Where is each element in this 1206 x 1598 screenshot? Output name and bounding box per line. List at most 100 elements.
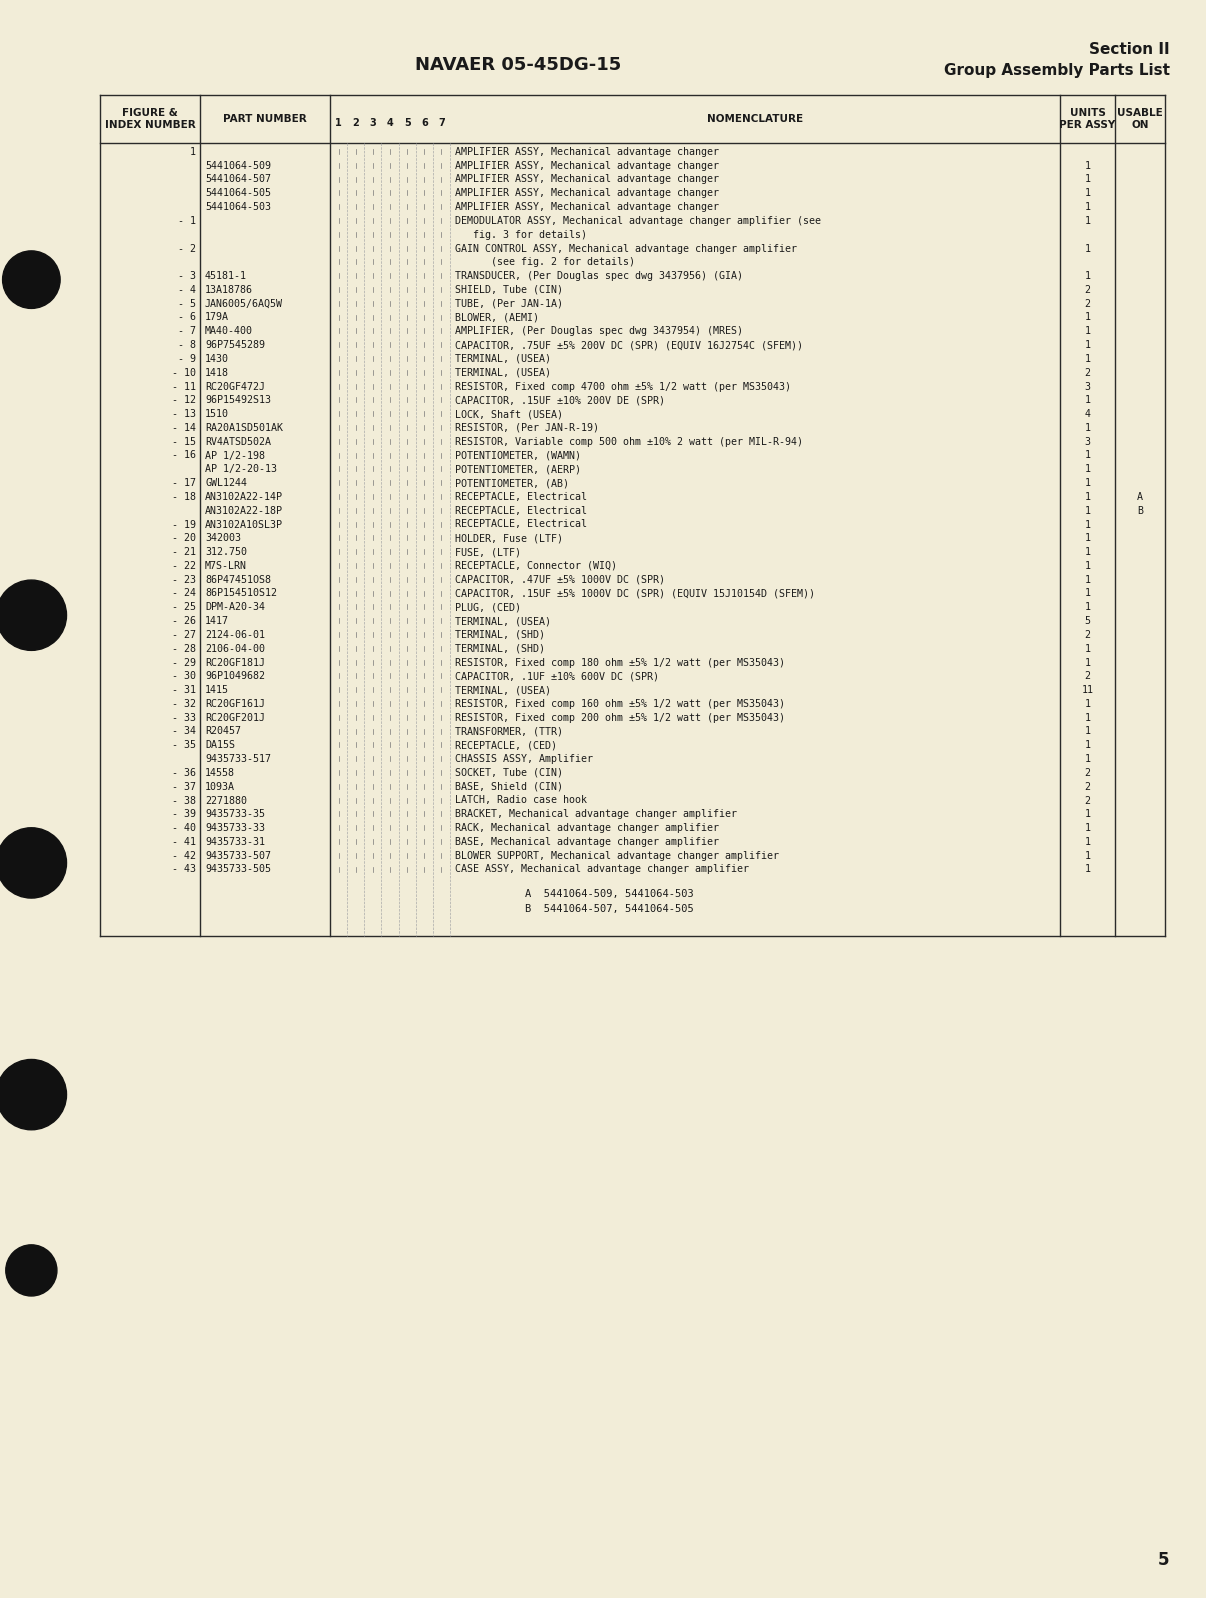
Text: 6: 6 <box>421 118 428 128</box>
Text: RV4ATSD502A: RV4ATSD502A <box>205 436 271 447</box>
Text: - 12: - 12 <box>172 395 197 406</box>
Text: - 20: - 20 <box>172 534 197 543</box>
Text: AP 1/2-20-13: AP 1/2-20-13 <box>205 465 277 475</box>
Text: RESISTOR, Fixed comp 200 ohm ±5% 1/2 watt (per MS35043): RESISTOR, Fixed comp 200 ohm ±5% 1/2 wat… <box>455 713 785 722</box>
Text: - 33: - 33 <box>172 713 197 722</box>
Text: 9435733-517: 9435733-517 <box>205 754 271 764</box>
Text: 1: 1 <box>1084 174 1090 184</box>
Text: 1: 1 <box>1084 823 1090 833</box>
Text: 1: 1 <box>1084 353 1090 364</box>
Text: 1: 1 <box>1084 505 1090 516</box>
Text: 5: 5 <box>1158 1550 1170 1569</box>
Text: FIGURE &
INDEX NUMBER: FIGURE & INDEX NUMBER <box>105 109 195 129</box>
Text: RACK, Mechanical advantage changer amplifier: RACK, Mechanical advantage changer ampli… <box>455 823 719 833</box>
Text: - 31: - 31 <box>172 686 197 695</box>
Text: - 26: - 26 <box>172 617 197 626</box>
Text: 96P15492S13: 96P15492S13 <box>205 395 271 406</box>
Text: 342003: 342003 <box>205 534 241 543</box>
Text: 5441064-507: 5441064-507 <box>205 174 271 184</box>
Text: 9435733-33: 9435733-33 <box>205 823 265 833</box>
Text: BASE, Shield (CIN): BASE, Shield (CIN) <box>455 781 563 791</box>
Text: TRANSFORMER, (TTR): TRANSFORMER, (TTR) <box>455 727 563 737</box>
Text: RECEPTACLE, Connector (WIQ): RECEPTACLE, Connector (WIQ) <box>455 561 617 570</box>
Text: RECEPTACLE, Electrical: RECEPTACLE, Electrical <box>455 505 587 516</box>
Text: 1: 1 <box>1084 340 1090 350</box>
Text: 1: 1 <box>1084 272 1090 281</box>
Text: 1: 1 <box>1084 216 1090 225</box>
Text: 2: 2 <box>1084 368 1090 377</box>
Text: - 34: - 34 <box>172 727 197 737</box>
Text: RC20GF472J: RC20GF472J <box>205 382 265 392</box>
Text: LOCK, Shaft (USEA): LOCK, Shaft (USEA) <box>455 409 563 419</box>
Text: AMPLIFIER, (Per Douglas spec dwg 3437954) (MRES): AMPLIFIER, (Per Douglas spec dwg 3437954… <box>455 326 743 336</box>
Text: - 24: - 24 <box>172 588 197 599</box>
Text: 1: 1 <box>1084 850 1090 861</box>
Text: 1: 1 <box>1084 519 1090 529</box>
Text: SOCKET, Tube (CIN): SOCKET, Tube (CIN) <box>455 769 563 778</box>
Text: 45181-1: 45181-1 <box>205 272 247 281</box>
Text: 5441064-509: 5441064-509 <box>205 161 271 171</box>
Text: - 15: - 15 <box>172 436 197 447</box>
Text: 1: 1 <box>1084 644 1090 654</box>
Text: USABLE
ON: USABLE ON <box>1117 109 1163 129</box>
Ellipse shape <box>0 580 66 650</box>
Text: 9435733-35: 9435733-35 <box>205 809 265 820</box>
Text: 2271880: 2271880 <box>205 796 247 805</box>
Text: - 42: - 42 <box>172 850 197 861</box>
Text: CHASSIS ASSY, Amplifier: CHASSIS ASSY, Amplifier <box>455 754 593 764</box>
Text: - 28: - 28 <box>172 644 197 654</box>
Text: NOMENCLATURE: NOMENCLATURE <box>707 113 803 125</box>
Text: M7S-LRN: M7S-LRN <box>205 561 247 570</box>
Text: - 39: - 39 <box>172 809 197 820</box>
Text: Section II: Section II <box>1089 43 1170 58</box>
Text: 2: 2 <box>1084 796 1090 805</box>
Text: 1: 1 <box>1084 588 1090 599</box>
Text: 1093A: 1093A <box>205 781 235 791</box>
Text: PART NUMBER: PART NUMBER <box>223 113 306 125</box>
Text: 4: 4 <box>1084 409 1090 419</box>
Text: 2106-04-00: 2106-04-00 <box>205 644 265 654</box>
Text: GWL1244: GWL1244 <box>205 478 247 487</box>
Text: AN3102A10SL3P: AN3102A10SL3P <box>205 519 283 529</box>
Text: JAN6005/6AQ5W: JAN6005/6AQ5W <box>205 299 283 308</box>
Text: - 19: - 19 <box>172 519 197 529</box>
Text: POTENTIOMETER, (WAMN): POTENTIOMETER, (WAMN) <box>455 451 581 460</box>
Text: RESISTOR, Fixed comp 180 ohm ±5% 1/2 watt (per MS35043): RESISTOR, Fixed comp 180 ohm ±5% 1/2 wat… <box>455 657 785 668</box>
Text: RESISTOR, Fixed comp 4700 ohm ±5% 1/2 watt (per MS35043): RESISTOR, Fixed comp 4700 ohm ±5% 1/2 wa… <box>455 382 791 392</box>
Text: 96P7545289: 96P7545289 <box>205 340 265 350</box>
Text: DEMODULATOR ASSY, Mechanical advantage changer amplifier (see: DEMODULATOR ASSY, Mechanical advantage c… <box>455 216 821 225</box>
Text: - 41: - 41 <box>172 837 197 847</box>
Text: 7: 7 <box>438 118 445 128</box>
Text: 1: 1 <box>1084 740 1090 751</box>
Text: 5441064-503: 5441064-503 <box>205 201 271 213</box>
Text: fig. 3 for details): fig. 3 for details) <box>455 230 587 240</box>
Text: HOLDER, Fuse (LTF): HOLDER, Fuse (LTF) <box>455 534 563 543</box>
Text: 1418: 1418 <box>205 368 229 377</box>
Text: AMPLIFIER ASSY, Mechanical advantage changer: AMPLIFIER ASSY, Mechanical advantage cha… <box>455 189 719 198</box>
Text: (see fig. 2 for details): (see fig. 2 for details) <box>455 257 636 267</box>
Text: - 3: - 3 <box>178 272 197 281</box>
Text: - 14: - 14 <box>172 423 197 433</box>
Text: CAPACITOR, .15UF ±5% 1000V DC (SPR) (EQUIV 15J10154D (SFEM)): CAPACITOR, .15UF ±5% 1000V DC (SPR) (EQU… <box>455 588 815 599</box>
Text: - 5: - 5 <box>178 299 197 308</box>
Text: 5: 5 <box>1084 617 1090 626</box>
Text: POTENTIOMETER, (AB): POTENTIOMETER, (AB) <box>455 478 569 487</box>
Text: 1: 1 <box>1084 809 1090 820</box>
Text: - 8: - 8 <box>178 340 197 350</box>
Text: - 6: - 6 <box>178 313 197 323</box>
Text: FUSE, (LTF): FUSE, (LTF) <box>455 547 521 558</box>
Ellipse shape <box>2 251 60 308</box>
Text: 1: 1 <box>1084 243 1090 254</box>
Text: 1: 1 <box>1084 657 1090 668</box>
Text: 1: 1 <box>1084 698 1090 710</box>
Text: 2: 2 <box>1084 781 1090 791</box>
Text: RECEPTACLE, (CED): RECEPTACLE, (CED) <box>455 740 557 751</box>
Text: 1: 1 <box>1084 602 1090 612</box>
Ellipse shape <box>6 1245 57 1296</box>
Text: 1: 1 <box>1084 478 1090 487</box>
Text: 3: 3 <box>1084 382 1090 392</box>
Text: TERMINAL, (SHD): TERMINAL, (SHD) <box>455 630 545 639</box>
Text: - 40: - 40 <box>172 823 197 833</box>
Text: GAIN CONTROL ASSY, Mechanical advantage changer amplifier: GAIN CONTROL ASSY, Mechanical advantage … <box>455 243 797 254</box>
Text: MA40-400: MA40-400 <box>205 326 253 336</box>
